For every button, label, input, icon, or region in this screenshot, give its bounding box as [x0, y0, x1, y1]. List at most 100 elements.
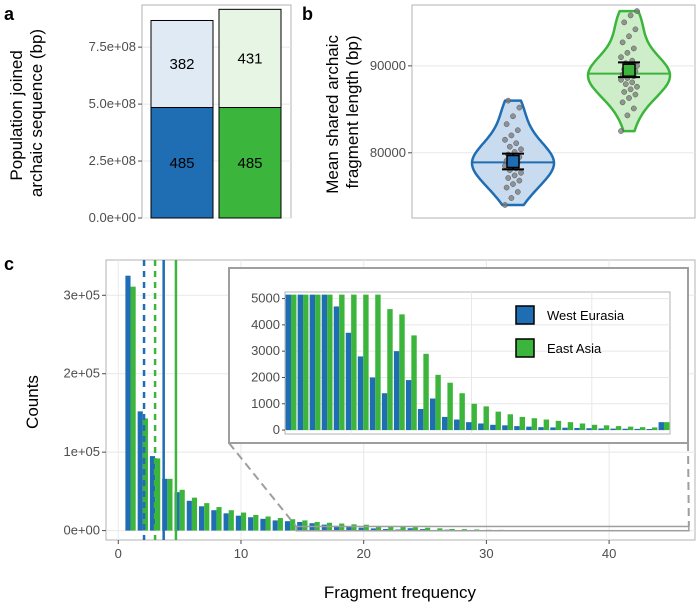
panel-c-inset-bar: [471, 403, 477, 431]
panel-c-bar: [412, 527, 418, 531]
panel-c-inset-bar: [381, 393, 388, 431]
panel-c-bar: [248, 517, 254, 531]
panel-c-legend-label: West Eurasia: [547, 308, 625, 323]
panel-b-data-point: [511, 172, 518, 179]
panel-a-y-tick-label: 5.0e+08: [89, 96, 136, 111]
panel-c-bar: [290, 519, 296, 531]
panel-c-y-axis-title: Counts: [23, 375, 42, 429]
panel-c-ticks: 0e+00 1e+05 2e+05 3e+05 0 10 20 30 40: [63, 287, 616, 561]
panel-a-bars: 485 382 485 431: [150, 8, 282, 219]
panel-c-bar: [272, 520, 278, 531]
panel-a-y-tick-label: 2.5e+08: [89, 153, 136, 168]
panel-a-stacked-bar-chart: 485 382 485 431 0.0e+00 2.5e+08 5.0e+08 7.5e+0…: [7, 4, 292, 225]
panel-a-bar-upper: [218, 8, 282, 109]
panel-b-data-point: [627, 86, 634, 93]
panel-b-violins: [470, 8, 672, 208]
panel-b-data-point: [629, 79, 636, 86]
panel-c-inset-bar: [291, 294, 297, 431]
panel-c-bar: [204, 503, 210, 531]
panel-c-inset-bar: [423, 353, 429, 431]
panel-a-y-title-line-2: archaic sequence (bp): [27, 29, 46, 197]
panel-c-inset-bar: [507, 414, 513, 431]
panel-b-data-point: [618, 54, 624, 61]
panel-c-bar: [346, 526, 352, 531]
panel-c-bar: [277, 518, 283, 531]
panel-c-x-tick-label: 40: [602, 546, 616, 561]
panel-label-c: c: [4, 254, 14, 274]
panel-c-inset-bar: [303, 294, 309, 431]
panel-a-bar-upper-label: 431: [237, 50, 262, 67]
panel-c-x-axis-title: Fragment frequency: [324, 583, 477, 602]
panel-c-bar: [240, 512, 247, 531]
panel-a-y-axis-title: Population joined archaic sequence (bp): [7, 29, 46, 197]
panel-a-bar-lower-label: 485: [169, 155, 194, 172]
panel-b-frame: [411, 4, 696, 219]
panel-c-inset-bar: [483, 406, 489, 431]
panel-b-data-point: [514, 127, 521, 134]
panel-c-inset-bar: [369, 377, 376, 431]
panel-c-bar: [358, 527, 364, 531]
panel-c-bar: [211, 510, 217, 531]
panel-c-histogram: 0e+00 1e+05 2e+05 3e+05 0 10 20 30 40 0 1000 2000 3…: [23, 259, 696, 602]
panel-b-data-point: [508, 195, 515, 201]
panel-c-bar: [130, 286, 136, 531]
panel-c-legend: West Eurasia East Asia: [515, 305, 625, 358]
panel-c-bar: [142, 418, 148, 531]
panel-c-inset-bar: [622, 428, 628, 431]
panel-c-zoom-line-left: [228, 442, 297, 528]
panel-b-data-point: [505, 97, 512, 104]
panel-b-data-point: [634, 83, 640, 90]
panel-c-inset-bar: [466, 422, 472, 431]
panel-c-inset-bar: [586, 428, 592, 431]
panel-c-y-tick-label: 0e+00: [63, 523, 100, 538]
panel-c-bar: [437, 528, 443, 531]
panel-c-inset-bar: [333, 306, 340, 431]
panel-c-inset-bar: [309, 294, 316, 431]
panel-c-y-tick-label: 3e+05: [63, 287, 100, 302]
panel-a-bar-upper-label: 382: [169, 56, 194, 73]
panel-c-inset-bar: [634, 428, 640, 431]
panel-c-inset-bar: [429, 398, 436, 431]
panel-c-inset-bar: [526, 426, 532, 431]
panel-c-bar: [370, 528, 376, 531]
panel-b-data-point: [502, 202, 508, 208]
panel-c-inset-bar: [627, 426, 634, 431]
panel-c-bar: [375, 525, 382, 531]
panel-c-x-tick-label: 30: [479, 546, 493, 561]
panel-c-bar: [351, 524, 357, 531]
panel-a-bar-lower: [218, 107, 282, 219]
panel-c-inset-bar: [598, 428, 604, 431]
panel-c-inset-bar: [502, 425, 508, 431]
panel-c-bar: [137, 411, 143, 531]
panel-c-inset-bar: [579, 423, 586, 431]
panel-c-inset-bar: [357, 356, 364, 431]
panel-b-data-point: [618, 128, 624, 134]
panel-b-y-tick-label: 90000: [370, 58, 406, 73]
panel-c-y-tick-label: 2e+05: [63, 366, 100, 381]
panel-a-bar-upper: [150, 19, 214, 109]
panel-c-bar: [400, 526, 406, 531]
panel-c-bar: [199, 506, 205, 531]
panel-c-inset-bar: [399, 314, 405, 431]
panel-c-bar: [125, 275, 131, 531]
panel-c-inset-bar: [351, 294, 357, 431]
panel-c-inset-y-tick-label: 5000: [251, 291, 280, 306]
panel-c-inset-bar: [315, 294, 321, 431]
panel-c-inset-y-tick-label: 0: [273, 422, 280, 437]
panel-b-data-point: [518, 146, 524, 153]
panel-label-a: a: [4, 4, 15, 24]
panel-label-b: b: [302, 4, 313, 24]
panel-c-bar: [302, 520, 308, 531]
panel-c-inset-bar: [363, 294, 369, 431]
panel-c-bar: [321, 524, 327, 531]
panel-c-inset-bar: [459, 393, 465, 431]
panel-c-inset-bar: [375, 294, 381, 431]
panel-c-bar: [265, 516, 271, 531]
panel-b-data-point: [626, 33, 632, 40]
panel-b-data-point: [510, 113, 516, 120]
panel-c-bar: [179, 489, 185, 531]
panel-b-data-point: [624, 49, 631, 56]
panel-c-bar: [284, 521, 291, 531]
panel-c-bar: [228, 510, 234, 531]
panel-c-inset-bar: [417, 409, 424, 431]
